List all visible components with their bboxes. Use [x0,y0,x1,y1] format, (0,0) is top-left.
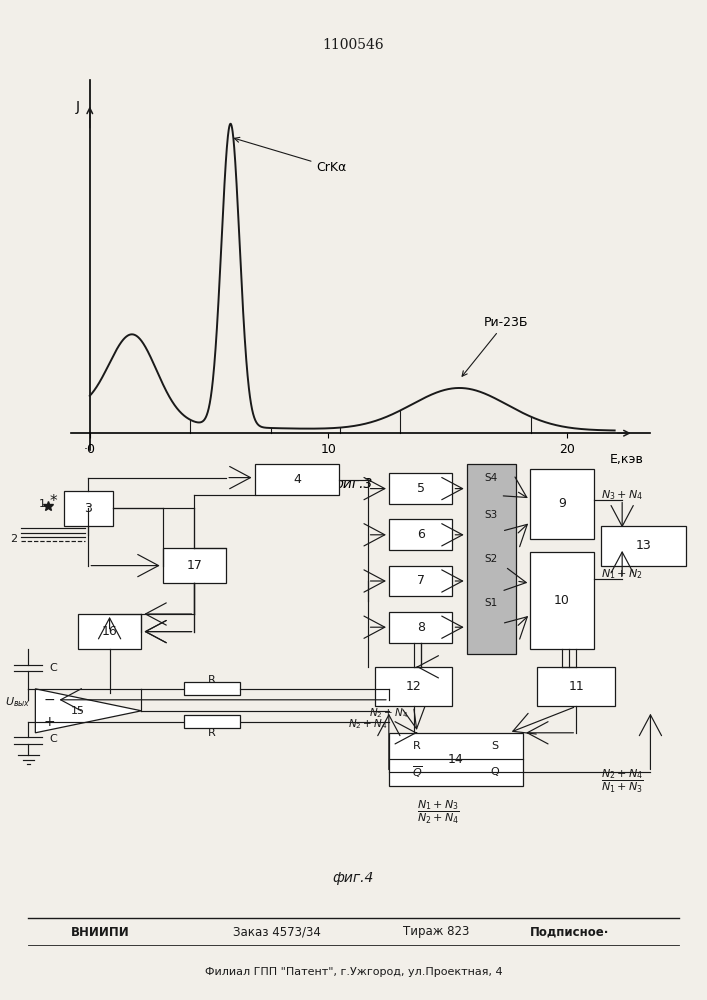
Text: S1: S1 [485,598,498,608]
Text: 10: 10 [554,594,570,607]
Text: E,кэв: E,кэв [609,453,643,466]
Bar [530,469,594,539]
Text: C: C [49,734,57,744]
Text: $N_1+N_2$: $N_1+N_2$ [601,568,643,581]
Bar [467,464,516,654]
Bar [163,548,226,583]
Text: S4: S4 [485,473,498,483]
Text: 7: 7 [416,574,425,587]
Text: +: + [44,715,55,729]
Text: 4: 4 [293,473,301,486]
Bar [389,612,452,643]
Text: 2: 2 [11,534,18,544]
Text: R: R [209,728,216,738]
Text: Заказ 4573/34: Заказ 4573/34 [233,926,321,938]
Text: $\dfrac{N_2+N_4}{N_1+N_3}$: $\dfrac{N_2+N_4}{N_1+N_3}$ [601,768,643,795]
Text: S3: S3 [485,510,498,520]
Text: R: R [209,675,216,685]
Text: 17: 17 [187,559,202,572]
Bar [64,491,113,526]
Text: S2: S2 [485,554,498,564]
Text: Тираж 823: Тираж 823 [403,926,469,938]
Text: Филиал ГПП "Патент", г.Ужгород, ул.Проектная, 4: Филиал ГПП "Патент", г.Ужгород, ул.Проек… [205,967,502,977]
Text: фиг.4: фиг.4 [333,871,374,885]
Text: 1: 1 [39,499,46,509]
Text: 11: 11 [568,680,584,693]
Text: $N_3+N_4$: $N_3+N_4$ [601,488,643,502]
Text: C: C [49,663,57,673]
Bar [389,473,452,504]
Text: 9: 9 [558,497,566,510]
Text: Q: Q [491,767,499,777]
Text: 1100546: 1100546 [322,38,385,52]
Text: $N_2+N_4$: $N_2+N_4$ [369,706,409,720]
Text: CrKα: CrKα [235,137,346,174]
Text: *: * [49,494,57,509]
Bar [255,464,339,495]
Text: $\overline{Q}$: $\overline{Q}$ [411,765,423,780]
Bar [375,667,452,706]
Text: −: − [44,693,55,707]
Bar [537,667,615,706]
Bar [389,519,452,550]
Bar [184,715,240,728]
Text: 13: 13 [636,539,651,552]
Text: $U_{вых}$: $U_{вых}$ [5,695,30,709]
Bar [601,526,686,566]
Text: 15: 15 [71,706,85,716]
Bar [78,614,141,649]
Polygon shape [35,689,141,733]
Text: 5: 5 [416,482,425,495]
Text: 16: 16 [102,625,117,638]
Bar [184,682,240,695]
Text: фиг.3: фиг.3 [332,477,373,491]
Text: 6: 6 [416,528,425,541]
Text: 8: 8 [416,621,425,634]
Text: $N_2+N_4$: $N_2+N_4$ [348,717,387,731]
Text: ВНИИПИ: ВНИИПИ [71,926,129,938]
Text: 3: 3 [84,502,93,515]
Bar [389,566,452,596]
Text: 12: 12 [406,680,421,693]
Text: J: J [76,100,79,114]
Text: Ри-23Б: Ри-23Б [462,316,528,376]
Text: $\dfrac{N_1+N_3}{N_2+N_4}$: $\dfrac{N_1+N_3}{N_2+N_4}$ [417,798,460,826]
Text: S: S [491,741,498,751]
Text: Подписное·: Подписное· [530,926,609,938]
Bar [389,733,523,786]
Bar [530,552,594,649]
Text: R: R [414,741,421,751]
Text: 14: 14 [448,753,464,766]
